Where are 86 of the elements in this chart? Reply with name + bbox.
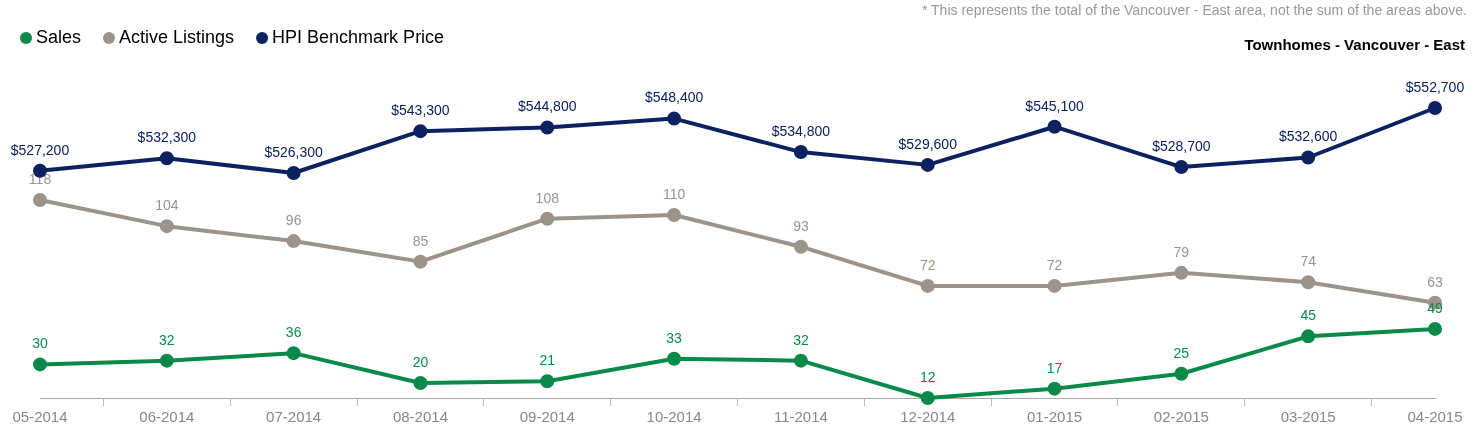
data-label: 12: [919, 368, 936, 385]
data-label: $534,800: [771, 122, 831, 139]
point: [413, 376, 428, 391]
x-tick-label: 01-2015: [1027, 408, 1083, 426]
point: [33, 357, 47, 372]
point: [413, 124, 428, 139]
point: [667, 351, 682, 366]
point: [1047, 381, 1062, 396]
point: [1301, 275, 1316, 290]
data-label: 72: [919, 256, 936, 273]
data-label: 79: [1173, 243, 1190, 260]
data-label: $545,100: [1025, 97, 1084, 114]
point: [413, 254, 428, 269]
data-label: $528,700: [1152, 137, 1211, 154]
data-label: $532,300: [137, 129, 197, 146]
data-label: 21: [539, 352, 556, 369]
data-label: 17: [1046, 359, 1063, 376]
data-label: 25: [1173, 344, 1190, 361]
point: [159, 219, 174, 234]
x-tick-label: 09-2014: [519, 408, 575, 426]
point: [286, 166, 301, 180]
x-tick-label: 02-2015: [1153, 408, 1209, 426]
data-label: 96: [285, 211, 302, 228]
point: [1301, 329, 1316, 344]
point: [920, 278, 935, 293]
point: [1174, 366, 1189, 381]
data-label: $527,200: [10, 141, 70, 158]
point: [1428, 101, 1442, 115]
data-label: 36: [285, 324, 302, 341]
data-label: $532,600: [1278, 128, 1338, 145]
x-tick-label: 07-2014: [266, 408, 322, 426]
point: [920, 157, 935, 172]
data-label: 49: [1427, 299, 1443, 316]
data-label: 108: [535, 189, 560, 206]
data-label: $529,600: [898, 135, 958, 152]
point: [667, 111, 682, 126]
data-label: 33: [666, 329, 683, 346]
x-tick-label: 04-2015: [1407, 408, 1463, 426]
point: [159, 353, 174, 368]
point: [1047, 278, 1062, 293]
point: [1301, 150, 1316, 165]
data-label: 63: [1427, 273, 1443, 290]
data-label: $548,400: [644, 89, 704, 106]
legend-label: Sales: [36, 26, 82, 47]
chart-title: Townhomes - Vancouver - East: [1244, 36, 1465, 53]
point: [159, 151, 174, 166]
data-label: 32: [793, 331, 809, 348]
data-label: $544,800: [518, 98, 577, 115]
point: [793, 353, 808, 368]
x-tick-label: 11-2014: [773, 408, 828, 426]
point: [793, 145, 808, 160]
legend-label: HPI Benchmark Price: [272, 26, 445, 47]
point: [33, 193, 47, 207]
data-label: $543,300: [391, 102, 450, 118]
data-label: 20: [412, 353, 429, 370]
data-label: 74: [1300, 253, 1317, 270]
point: [1174, 265, 1189, 280]
x-tick-label: 05-2014: [12, 408, 68, 426]
point: [540, 120, 555, 135]
point: [920, 391, 935, 405]
point: [1047, 119, 1062, 134]
point: [540, 374, 555, 389]
data-label: 110: [662, 185, 686, 202]
point: [540, 211, 555, 226]
data-label: 72: [1046, 256, 1063, 273]
x-tick-label: 03-2015: [1280, 408, 1336, 426]
point: [1174, 160, 1189, 175]
x-tick-label: 12-2014: [900, 408, 956, 426]
data-label: 93: [793, 217, 809, 234]
x-tick-label: 06-2014: [139, 408, 195, 426]
data-label: $552,700: [1405, 78, 1465, 95]
data-label: 85: [412, 232, 429, 249]
point: [286, 346, 301, 361]
point: [793, 239, 808, 254]
data-label: $526,300: [264, 143, 324, 160]
data-label: 45: [1300, 307, 1317, 324]
data-label: 30: [32, 335, 48, 352]
x-tick-label: 10-2014: [646, 408, 702, 426]
point: [286, 234, 301, 249]
data-label: 32: [159, 331, 175, 348]
text: * This represents the total of the Vancouver - East area, not the sum of the areas above.: [921, 2, 1467, 18]
legend-label: Active Listings: [119, 26, 235, 47]
point: [667, 207, 682, 222]
x-tick-label: 08-2014: [392, 408, 448, 426]
point: [1428, 321, 1442, 336]
data-label: 104: [155, 197, 179, 214]
